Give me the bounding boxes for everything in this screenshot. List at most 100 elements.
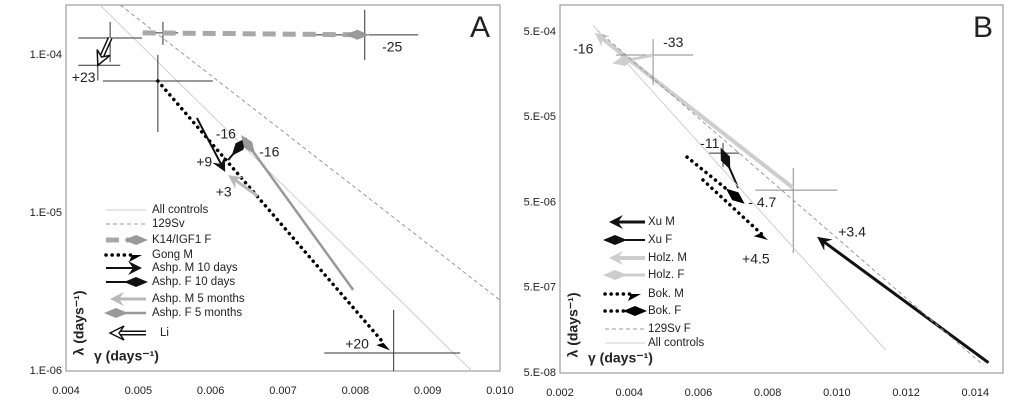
legend-item: All controls: [106, 204, 208, 216]
legend-swatch-head-open: [108, 325, 125, 341]
series-ashp-m-10-days: [196, 117, 226, 172]
y-axis-label: λ (days⁻¹): [565, 293, 581, 358]
legend-label: K14/IGF1 F: [152, 234, 211, 246]
panel-a: 0.004 0.005 0.006 0.007 0.008 0.009 0.010 1.E-0…: [30, 4, 514, 397]
x-tick-label: 0.004: [615, 387, 643, 399]
series-xu-f: [709, 142, 740, 189]
legend-swatch-head-arrow: [128, 261, 142, 275]
legend-swatch-head-diamond: [124, 277, 148, 287]
series-bok-f-line: [685, 155, 738, 198]
x-tick-label: 0.008: [342, 385, 370, 397]
legend-item: Gong M: [104, 249, 193, 262]
x-tick-label: 0.010: [823, 387, 851, 399]
x-tick-label: 0.014: [962, 387, 990, 399]
legend-item: 129Sv: [106, 218, 185, 230]
legend-label: Holz. F: [648, 269, 684, 281]
legend-label: Gong M: [152, 249, 193, 261]
legend-item: Bok. F: [603, 305, 681, 317]
data-label: +4.5: [742, 251, 770, 267]
legend-label: All controls: [152, 204, 208, 216]
legend-swatch-head-half: [628, 294, 641, 301]
series-bok-m-line: [701, 178, 764, 237]
legend-item: All controls: [605, 337, 704, 349]
legend-item: Xu M: [609, 215, 675, 229]
series-xu-m-head-arrow: [817, 236, 833, 251]
data-label: -16: [573, 41, 593, 57]
data-label: +20: [345, 336, 369, 352]
series-bok-m-head-half: [753, 233, 769, 240]
x-tick-label: 0.002: [546, 387, 574, 399]
legend-label: Xu F: [648, 234, 672, 246]
x-axis-label: γ (days⁻¹): [588, 350, 653, 366]
x-tick-label: 0.006: [197, 385, 225, 397]
legend-swatch-head-diamond: [104, 308, 128, 318]
series-li: [78, 21, 142, 81]
legend-swatch-head-arrow: [609, 251, 623, 265]
legend-label: Ashp. F 5 months: [152, 307, 242, 319]
series-129sv: [119, 5, 500, 301]
panel-letter: A: [470, 11, 490, 44]
x-axis-label: γ (days⁻¹): [94, 348, 159, 364]
legend-swatch-head-arrow: [110, 292, 124, 306]
series-ashp-f-5-months-line: [247, 144, 355, 291]
series-ashp-m-5-months-line: [233, 178, 259, 198]
x-tick-label: 0.006: [685, 387, 713, 399]
series-ashp-m-5-months-head-arrow: [228, 174, 244, 189]
series-129sv-line: [119, 5, 500, 301]
plot-area: [592, 25, 990, 366]
series-ashp-f-5-months: [241, 135, 355, 291]
series-gong-m-head-half: [376, 342, 391, 351]
y-tick-label: 5.E-04: [524, 26, 556, 38]
data-label: +3.4: [838, 224, 866, 240]
legend-item: Ashp. F 10 days: [106, 276, 235, 288]
y-tick-label: 1.E-04: [30, 49, 62, 61]
legend-item: Ashp. F 5 months: [104, 307, 242, 319]
legend-label: Xu M: [648, 216, 675, 228]
data-label: +9: [196, 154, 212, 170]
series-ashp-f-5-months-head-diamond: [241, 135, 256, 155]
legend-label: Ashp. F 10 days: [152, 276, 235, 288]
legend-label: Li: [160, 327, 169, 339]
data-label: - 4.7: [748, 194, 776, 210]
data-label: -33: [663, 34, 683, 50]
legend-swatch-head-arrow: [609, 215, 623, 229]
plot-frame: [65, 4, 501, 372]
data-label: -25: [382, 38, 402, 54]
legend-item: Ashp. M 5 months: [110, 292, 245, 306]
legend-label: Ashp. M 5 months: [152, 293, 245, 305]
x-tick-label: 0.012: [892, 387, 920, 399]
series-k14-igf1-f-line: [142, 30, 358, 38]
series-k14-igf1-f-head-diamond: [345, 29, 370, 40]
series-holz-m-head-arrow: [594, 32, 611, 47]
legend-label: Bok. F: [648, 305, 681, 317]
legend-label: Ashp. M 10 days: [152, 262, 238, 274]
series-holz-m-line: [600, 36, 795, 190]
plot-area: [78, 5, 500, 371]
legend-swatch-head-diamond: [623, 306, 647, 316]
legend-item: Ashp. M 10 days: [106, 261, 238, 275]
data-label: -11: [700, 135, 719, 151]
y-tick-label: 5.E-05: [524, 111, 556, 123]
y-tick-label: 5.E-06: [524, 196, 556, 208]
data-label: +23: [72, 69, 96, 85]
y-tick-label: 5.E-08: [524, 367, 556, 379]
series-bok-f-head-diamond: [725, 188, 745, 204]
y-tick-label: 5.E-07: [524, 282, 556, 294]
legend-item: Xu F: [603, 234, 672, 246]
data-label: +3: [216, 184, 232, 200]
x-tick-label: 0.004: [52, 385, 80, 397]
legend-item: Li: [108, 325, 169, 341]
x-tick-label: 0.009: [414, 385, 442, 397]
legend-label: Holz. M: [648, 252, 687, 264]
series-xu-m: [817, 236, 990, 364]
panel-letter: B: [973, 11, 993, 44]
series-all-controls: [99, 5, 473, 371]
series-ashp-m-10-days-head-arrow: [212, 156, 226, 172]
x-tick-label: 0.005: [125, 385, 153, 397]
y-axis-label: λ (days⁻¹): [71, 291, 87, 356]
y-tick-label: 1.E-06: [30, 365, 62, 377]
legend-label: All controls: [648, 337, 704, 349]
y-tick-label: 1.E-05: [30, 207, 62, 219]
legend-item: K14/IGF1 F: [106, 234, 211, 246]
legend-label: Bok. M: [648, 288, 684, 300]
